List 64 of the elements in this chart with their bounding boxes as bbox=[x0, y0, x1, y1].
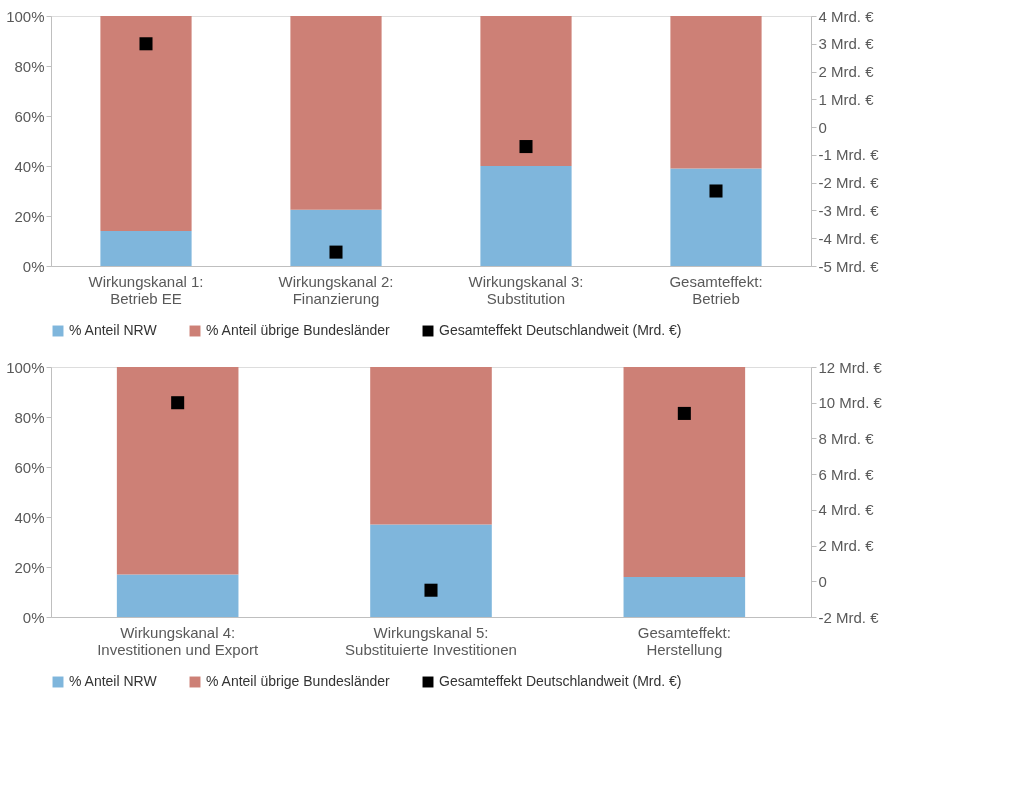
x-tick-label: Gesamteffekt: Betrieb bbox=[669, 272, 763, 307]
point bbox=[329, 245, 343, 259]
y-tick-label: 0% bbox=[22, 257, 45, 275]
point bbox=[677, 406, 691, 420]
legend-label: % Anteil NRW bbox=[69, 673, 158, 689]
y-tick-label: 20% bbox=[14, 207, 45, 225]
bar bbox=[670, 16, 762, 169]
y2-tick-label: 0 bbox=[818, 572, 827, 590]
x-tick-label: Wirkungskanal 4: Investitionen und Export bbox=[97, 623, 259, 658]
y2-tick-label: 2 Mrd. € bbox=[818, 537, 875, 555]
point bbox=[424, 583, 438, 597]
legend-label: Gesamteffekt Deutschlandweit (Mrd. €) bbox=[439, 673, 682, 689]
legend-label: Gesamteffekt Deutschlandweit (Mrd. €) bbox=[439, 322, 682, 338]
bar bbox=[623, 367, 746, 577]
x-tick-label: Wirkungskanal 5: Substituierte Investitionen bbox=[345, 623, 517, 658]
y2-tick-label: 2 Mrd. € bbox=[818, 63, 875, 81]
point bbox=[171, 396, 185, 410]
y2-tick-label: 6 Mrd. € bbox=[818, 465, 875, 483]
legend-label: % Anteil übrige Bundesländer bbox=[206, 322, 391, 338]
bar bbox=[480, 166, 572, 266]
bar bbox=[116, 574, 239, 617]
point bbox=[709, 184, 723, 198]
y-tick-label: 60% bbox=[14, 107, 45, 125]
y2-tick-label: -2 Mrd. € bbox=[818, 174, 880, 192]
legend-label: % Anteil NRW bbox=[69, 322, 158, 338]
bar bbox=[623, 577, 746, 617]
bar bbox=[370, 367, 492, 525]
y2-tick-label: 4 Mrd. € bbox=[818, 501, 875, 519]
y-tick-label: 20% bbox=[14, 558, 45, 576]
y-tick-label: 80% bbox=[14, 408, 45, 426]
bar bbox=[116, 367, 239, 575]
y-tick-label: 60% bbox=[14, 458, 45, 476]
y2-tick-label: 1 Mrd. € bbox=[818, 90, 875, 108]
bar bbox=[290, 209, 382, 266]
point bbox=[139, 37, 153, 51]
bar bbox=[370, 524, 492, 617]
y2-tick-label: 12 Mrd. € bbox=[818, 358, 883, 376]
y2-tick-label: 0 bbox=[818, 118, 827, 136]
x-tick-label: Wirkungskanal 3: Substitution bbox=[468, 272, 584, 307]
x-tick-label: Wirkungskanal 2: Finanzierung bbox=[278, 272, 394, 307]
y2-tick-label: -2 Mrd. € bbox=[818, 608, 880, 626]
y-tick-label: 40% bbox=[14, 157, 45, 175]
bar bbox=[670, 168, 762, 266]
legend-label: % Anteil übrige Bundesländer bbox=[206, 673, 391, 689]
y2-tick-label: -5 Mrd. € bbox=[818, 257, 880, 275]
y2-tick-label: -4 Mrd. € bbox=[818, 229, 880, 247]
y-tick-label: 80% bbox=[14, 57, 45, 75]
bar bbox=[480, 16, 572, 166]
y2-tick-label: 4 Mrd. € bbox=[818, 7, 875, 25]
bar bbox=[100, 231, 192, 266]
bar bbox=[290, 16, 382, 210]
y2-tick-label: -3 Mrd. € bbox=[818, 201, 880, 219]
y-tick-label: 100% bbox=[6, 358, 45, 376]
y-tick-label: 100% bbox=[6, 7, 45, 25]
x-tick-label: Gesamteffekt: Herstellung bbox=[637, 623, 731, 658]
y2-tick-label: 10 Mrd. € bbox=[818, 394, 883, 412]
point bbox=[519, 140, 533, 154]
y-tick-label: 40% bbox=[14, 508, 45, 526]
y2-tick-label: 3 Mrd. € bbox=[818, 35, 875, 53]
y2-tick-label: -1 Mrd. € bbox=[818, 146, 880, 164]
bar bbox=[100, 16, 192, 231]
y-tick-label: 0% bbox=[22, 608, 45, 626]
x-tick-label: Wirkungskanal 1: Betrieb EE bbox=[88, 272, 204, 307]
y2-tick-label: 8 Mrd. € bbox=[818, 429, 875, 447]
